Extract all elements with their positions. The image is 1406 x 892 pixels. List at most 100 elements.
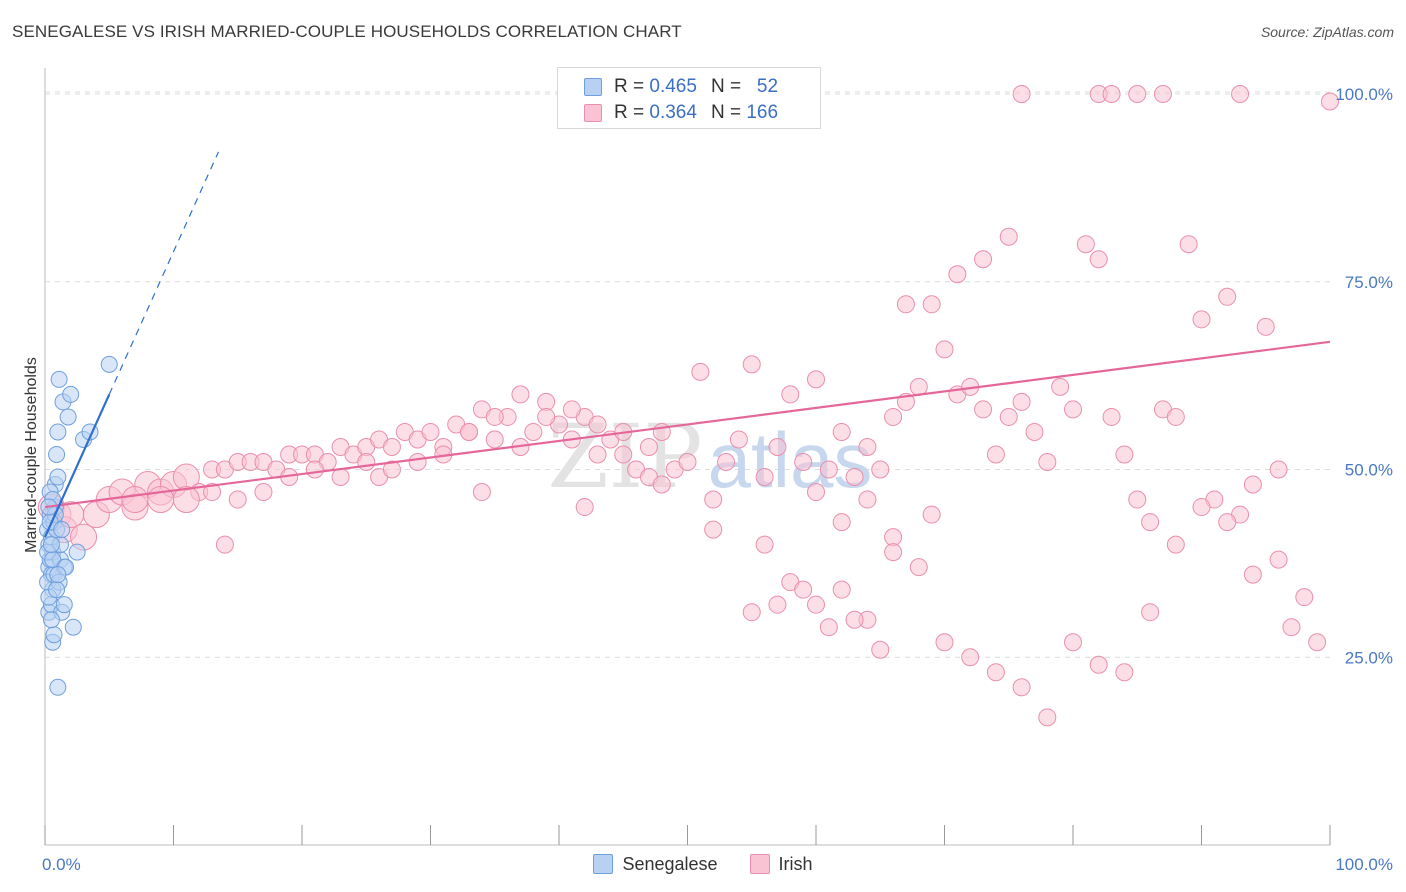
irish-point-118	[1012, 678, 1031, 697]
irish-point-147	[1128, 85, 1147, 104]
irish-point-98	[1282, 618, 1301, 637]
irish-point-156	[485, 407, 504, 426]
irish-point-64	[845, 468, 864, 487]
senegalese-point-19	[49, 423, 67, 441]
irish-point-39	[524, 422, 543, 441]
irish-point-124	[1166, 535, 1185, 554]
irish-point-161	[357, 453, 376, 471]
irish-point-135	[794, 580, 813, 599]
irish-point-78	[1025, 422, 1044, 441]
irish-point-108	[755, 535, 774, 554]
irish-point-91	[1192, 310, 1211, 329]
irish-point-90	[1179, 235, 1198, 254]
irish-point-77	[1012, 392, 1031, 411]
irish-point-67	[884, 407, 903, 426]
irish-point-36	[485, 430, 504, 449]
irish-point-129	[807, 483, 825, 502]
senegalese-point-32	[100, 355, 118, 373]
irish-points	[37, 85, 1339, 727]
irish-point-89	[1166, 407, 1185, 426]
senegalese-point-29	[68, 543, 86, 561]
legend-r-label: R =	[614, 76, 645, 97]
irish-point-148	[1153, 85, 1172, 104]
irish-point-134	[768, 595, 787, 614]
legend-n-value: 52	[756, 76, 779, 97]
irish-point-107	[704, 520, 723, 539]
irish-point-99	[1295, 588, 1314, 607]
legend-n-label: N =	[710, 76, 742, 97]
irish-point-74	[974, 400, 993, 419]
senegalese-point-48	[48, 581, 66, 599]
irish-point-110	[807, 595, 825, 614]
irish-point-113	[884, 528, 903, 547]
senegalese-point-50	[42, 536, 60, 554]
irish-point-119	[1038, 708, 1057, 727]
irish-point-140	[922, 295, 941, 314]
irish-point-116	[961, 648, 980, 667]
irish-point-61	[807, 370, 825, 389]
legend-n-value: 166	[746, 102, 779, 123]
irish-point-142	[974, 250, 993, 269]
irish-point-96	[1256, 317, 1275, 336]
irish-point-101	[1321, 92, 1339, 111]
senegalese-point-14	[45, 626, 63, 644]
irish-point-105	[575, 498, 594, 517]
irish-point-58	[768, 437, 787, 456]
x-tick-label-0: 0.0%	[42, 855, 81, 874]
irish-trend-line	[44, 340, 1331, 509]
irish-swatch	[584, 104, 602, 122]
irish-point-133	[742, 603, 761, 622]
senegalese-trend-extension	[108, 151, 220, 395]
senegalese-point-51	[49, 566, 67, 584]
senegalese-point-26	[59, 408, 77, 426]
irish-point-131	[858, 490, 877, 509]
irish-point-31	[421, 422, 440, 441]
grid-lines	[45, 91, 1330, 658]
irish-point-80	[1051, 377, 1070, 396]
irish-point-151	[639, 437, 658, 456]
axes	[44, 68, 1331, 846]
irish-point-52	[691, 362, 710, 381]
irish-point-115	[935, 633, 954, 652]
irish-point-102	[215, 535, 234, 554]
irish-point-122	[1115, 663, 1134, 682]
irish-point-54	[717, 453, 736, 471]
irish-point-143	[999, 227, 1018, 246]
irish-point-106	[652, 475, 671, 494]
irish-point-121	[1089, 655, 1108, 674]
senegalese-point-17	[48, 445, 66, 463]
senegalese-swatch	[584, 78, 602, 96]
irish-point-155	[511, 385, 530, 404]
legend-item-irish: Irish	[749, 853, 813, 875]
irish-point-62	[819, 460, 838, 479]
irish-point-79	[1038, 453, 1057, 471]
irish-point-59	[781, 385, 800, 404]
irish-point-97	[1269, 550, 1288, 569]
irish-point-153	[562, 400, 581, 419]
irish-point-81	[1064, 400, 1082, 419]
irish-point-120	[1064, 633, 1082, 652]
legend-top: R = 0.465 N = 52 R = 0.364 N = 166	[557, 67, 821, 129]
irish-point-170	[121, 486, 149, 514]
irish-point-44	[588, 445, 607, 464]
irish-point-63	[832, 422, 851, 441]
irish-point-130	[832, 513, 851, 532]
irish-point-165	[254, 483, 273, 502]
y-tick-label-1: 50.0%	[1345, 461, 1393, 480]
irish-point-136	[819, 618, 838, 637]
irish-point-75	[986, 445, 1005, 464]
irish-point-85	[1115, 445, 1134, 464]
irish-point-154	[537, 407, 556, 426]
irish-point-126	[1218, 513, 1237, 532]
irish-point-76	[999, 407, 1018, 426]
irish-point-93	[1218, 287, 1237, 306]
irish-point-84	[1102, 407, 1121, 426]
irish-point-144	[1012, 85, 1031, 104]
irish-point-86	[1128, 490, 1147, 509]
legend-label-irish: Irish	[778, 853, 813, 874]
irish-point-123	[1141, 603, 1160, 622]
irish-point-114	[909, 558, 928, 577]
irish-point-152	[588, 415, 607, 434]
irish-point-71	[935, 340, 954, 359]
